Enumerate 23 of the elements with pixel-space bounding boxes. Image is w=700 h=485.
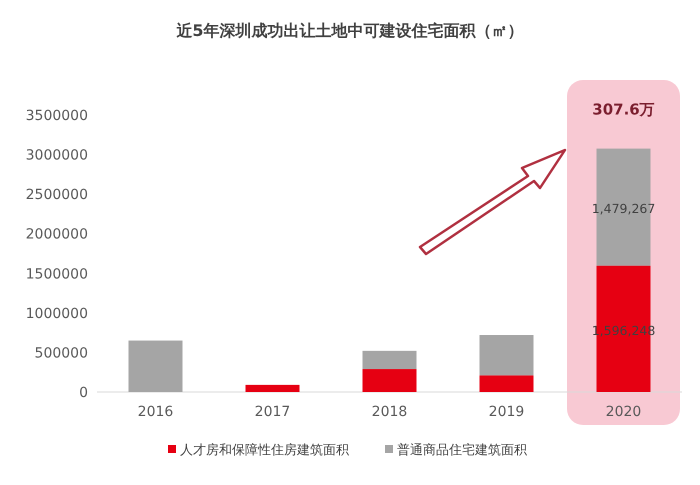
y-tick-label: 3500000 [26, 108, 88, 124]
y-tick-label: 1500000 [26, 266, 88, 282]
chart-title: 近5年深圳成功出让土地中可建设住宅面积（㎡） [175, 21, 524, 40]
bar [362, 350, 416, 370]
y-tick-label: 1000000 [26, 306, 88, 322]
y-tick-label: 2500000 [26, 187, 88, 204]
bar [128, 340, 182, 392]
legend-label: 人才房和保障性住房建筑面积 [180, 442, 349, 458]
x-tick-label: 2019 [488, 404, 524, 420]
bar [480, 375, 534, 392]
x-tick-label: 2017 [254, 404, 290, 420]
x-tick-label: 2018 [372, 404, 408, 420]
x-tick-label: 2016 [138, 404, 174, 420]
legend-label: 普通商品住宅建筑面积 [397, 442, 527, 458]
bar [480, 335, 534, 376]
bar [362, 369, 416, 392]
annotation: 307.6万 [592, 100, 655, 119]
y-tick-label: 3000000 [26, 148, 88, 164]
y-tick-label: 2000000 [26, 226, 88, 243]
bar [246, 384, 300, 392]
x-tick-label: 2020 [606, 404, 642, 420]
y-tick-label: 500000 [34, 345, 88, 362]
y-tick-label: 0 [79, 385, 88, 401]
